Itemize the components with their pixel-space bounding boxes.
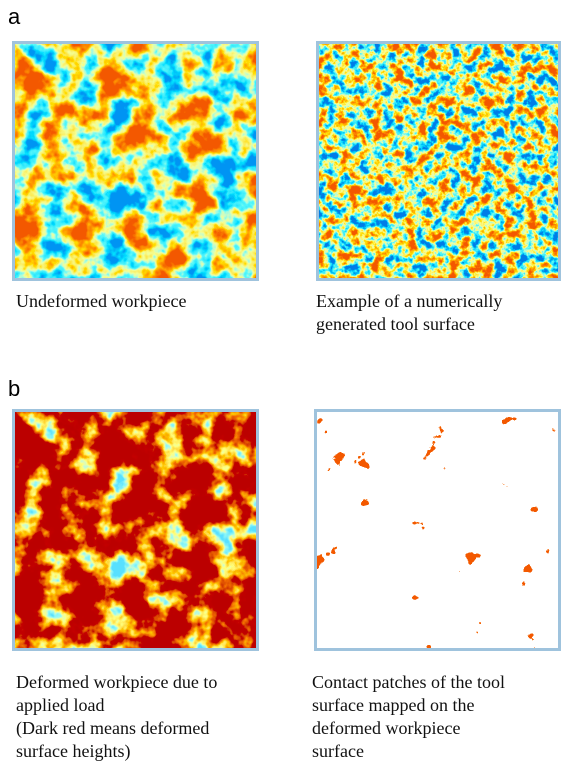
caption-line: surface heights)	[16, 740, 217, 763]
caption-line: deformed workpiece	[312, 717, 505, 740]
surface-image	[314, 409, 561, 651]
caption-line: generated tool surface	[316, 313, 502, 336]
caption-line: applied load	[16, 694, 217, 717]
caption-line: surface mapped on the	[312, 694, 505, 717]
caption-line: surface	[312, 740, 505, 763]
caption-line: (Dark red means deformed	[16, 717, 217, 740]
surface-image	[12, 41, 259, 281]
surface-image	[12, 409, 259, 651]
caption-line: Undeformed workpiece	[16, 290, 186, 313]
caption: Undeformed workpiece	[16, 290, 186, 313]
contact-patches	[314, 409, 561, 651]
heatmap	[12, 409, 259, 651]
panel-label: b	[8, 376, 20, 402]
heatmap	[316, 41, 561, 281]
caption-line: Deformed workpiece due to	[16, 671, 217, 694]
heatmap	[12, 41, 259, 281]
page: a Undeformed workpiece Example of a nume…	[0, 0, 576, 781]
caption-line: Example of a numerically	[316, 290, 502, 313]
surface-image	[316, 41, 561, 281]
caption-line: Contact patches of the tool	[312, 671, 505, 694]
panel-label: a	[8, 4, 20, 30]
